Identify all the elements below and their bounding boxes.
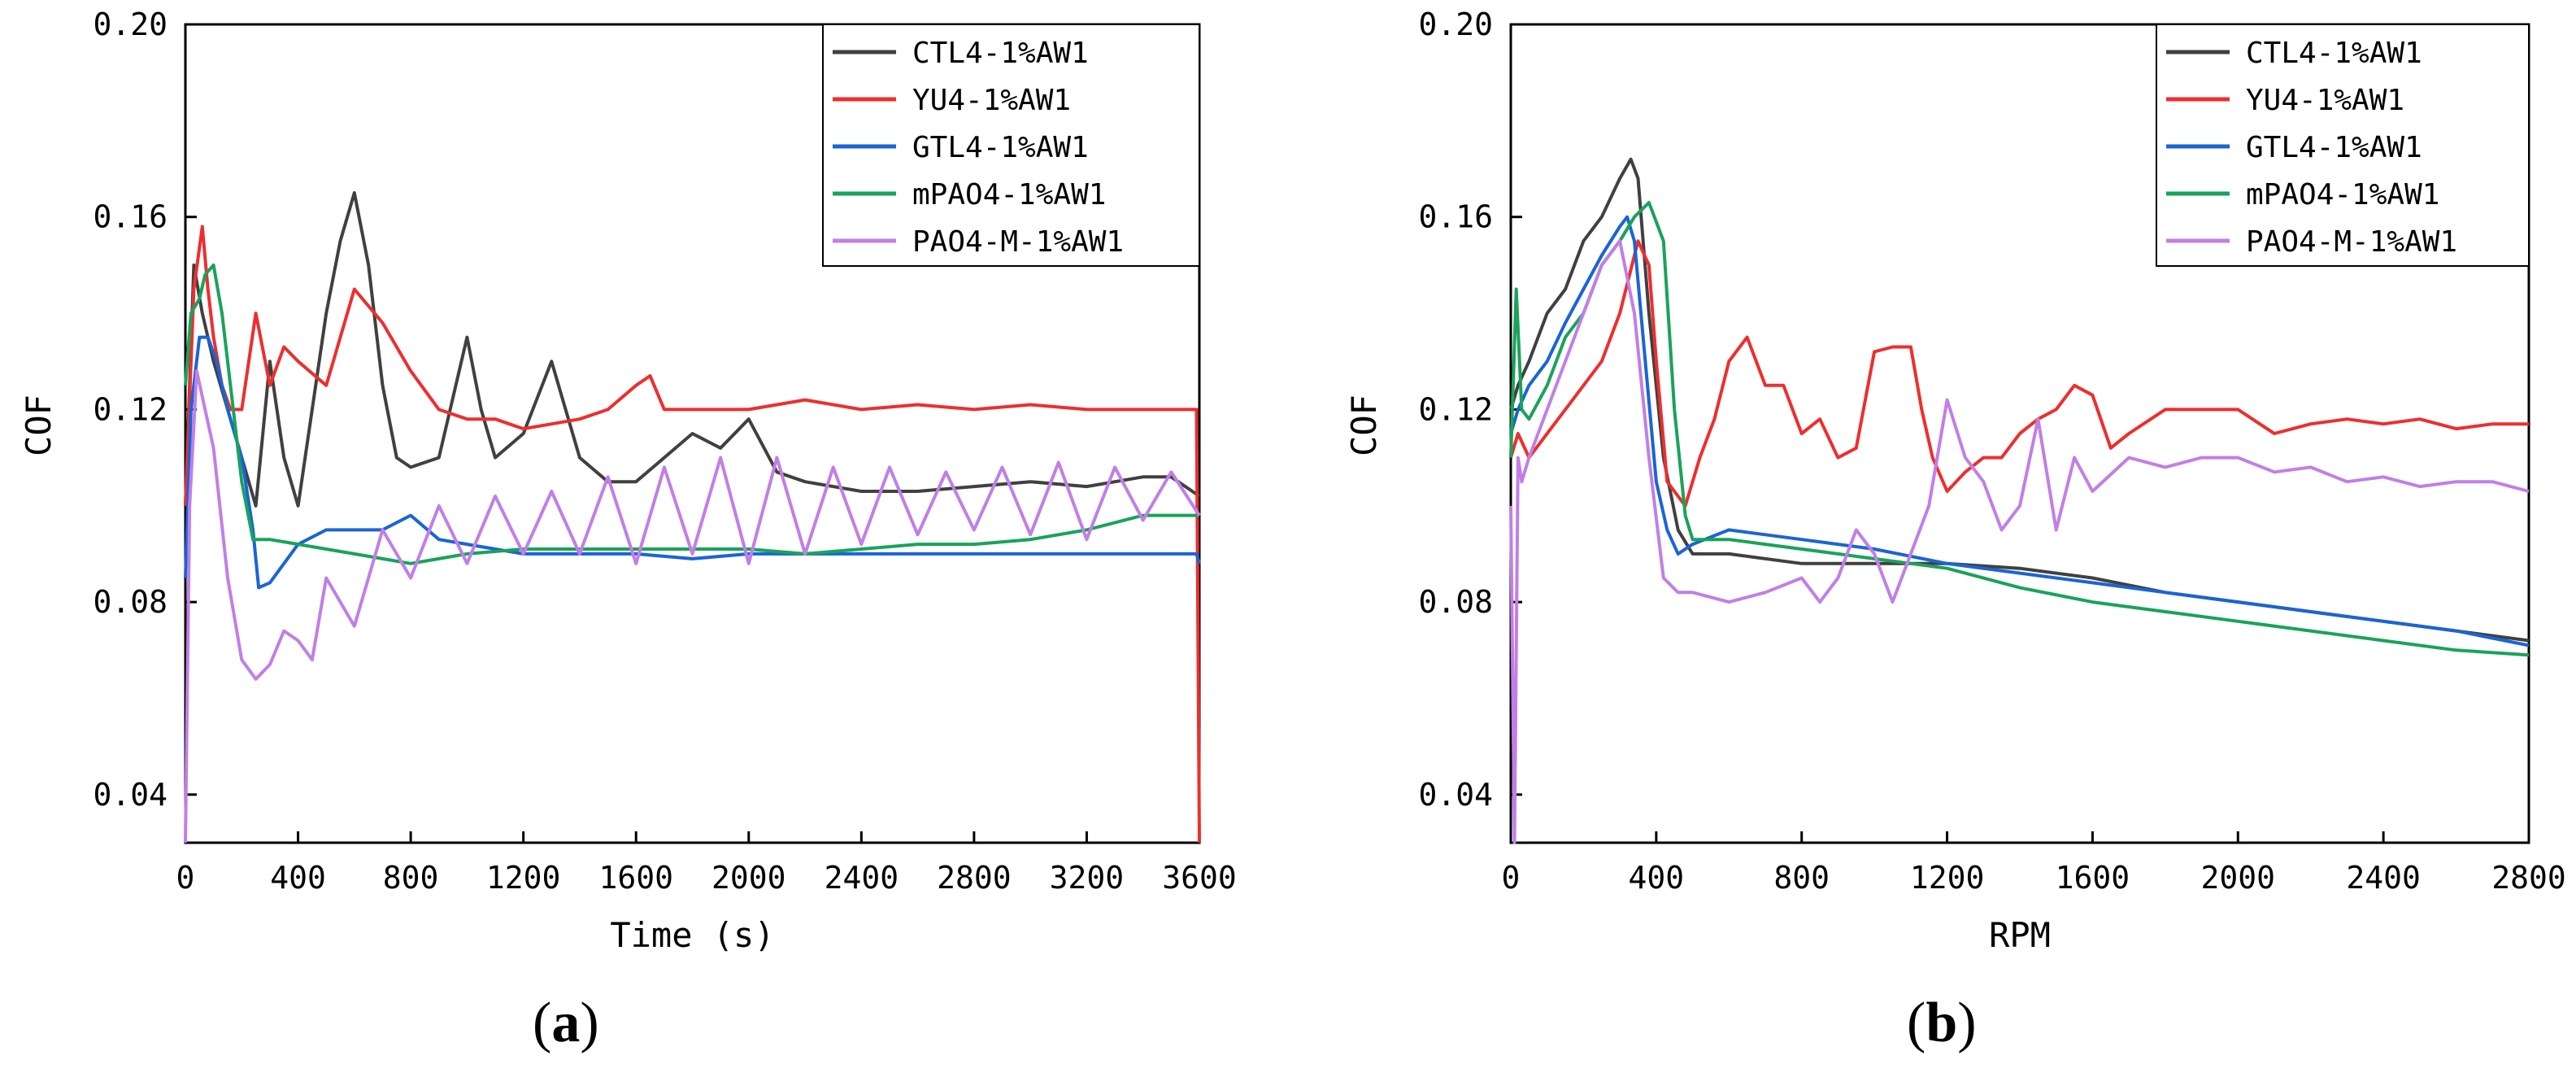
series-line: [1509, 239, 2530, 844]
y-tick-label: 0.08: [93, 584, 168, 620]
legend-entry: YU4-1%AW1: [2246, 84, 2404, 117]
y-tick-label: 0.04: [1418, 777, 1493, 813]
y-tick-label: 0.12: [93, 391, 168, 427]
y-tick-label: 0.08: [1418, 584, 1493, 620]
legend-entry: CTL4-1%AW1: [2246, 37, 2422, 70]
legend-entry: CTL4-1%AW1: [912, 37, 1089, 70]
y-axis-label: COF: [19, 395, 59, 456]
series-line: [184, 369, 1201, 844]
y-axis-label: COF: [1344, 395, 1384, 456]
legend-entry: mPAO4-1%AW1: [2246, 178, 2439, 211]
x-tick-label: 800: [383, 860, 439, 896]
y-tick-label: 0.16: [1418, 199, 1493, 235]
x-tick-label: 3200: [1050, 860, 1125, 896]
x-tick-label: 0: [1502, 860, 1521, 896]
series-line: [1509, 215, 2530, 648]
y-tick-label: 0.04: [93, 777, 168, 813]
x-tick-label: 800: [1773, 860, 1830, 896]
x-tick-label: 3600: [1162, 860, 1237, 896]
plot-frame: [184, 23, 1201, 844]
x-tick-label: 400: [270, 860, 326, 896]
x-tick-label: 1200: [1910, 860, 1985, 896]
legend-entry: GTL4-1%AW1: [912, 131, 1089, 164]
x-tick-label: 2000: [2201, 860, 2276, 896]
x-tick-label: 0: [176, 860, 195, 896]
x-tick-label: 1600: [2056, 860, 2130, 896]
x-tick-label: 2400: [825, 860, 899, 896]
series-line: [1509, 201, 2530, 657]
chart-panel-b: 0 400 800 1200 1600 2000 2400 2800 0.04 0.08 0.12 0…: [1344, 7, 2566, 955]
series-line: [184, 225, 1201, 844]
legend-entry: PAO4-M-1%AW1: [912, 225, 1124, 259]
x-tick-label: 2800: [937, 860, 1012, 896]
x-tick-label: 2800: [2491, 860, 2566, 896]
series-line: [184, 335, 1201, 590]
panel-label-a: (a): [533, 992, 599, 1054]
y-tick-label: 0.20: [1418, 7, 1493, 42]
y-tick-label: 0.12: [1418, 391, 1493, 427]
legend-entry: PAO4-M-1%AW1: [2246, 225, 2457, 259]
legend-entry: YU4-1%AW1: [912, 84, 1071, 117]
x-tick-label: 1600: [598, 860, 673, 896]
legend-entry: mPAO4-1%AW1: [912, 178, 1106, 211]
y-tick-label: 0.20: [93, 7, 168, 42]
chart-panel-a: 0 400 800 1200 1600 2000 2400 2800 3200 3600 0.04 0…: [19, 7, 1237, 955]
x-tick-label: 2000: [711, 860, 786, 896]
series-line: [1509, 239, 2529, 508]
series-line: [184, 263, 1199, 565]
x-axis-label: RPM: [1989, 915, 2051, 955]
series-line: [184, 191, 1201, 508]
x-axis-label: Time (s): [610, 915, 774, 955]
legend-entry: GTL4-1%AW1: [2246, 131, 2422, 164]
x-tick-label: 1200: [486, 860, 561, 896]
y-tick-label: 0.16: [93, 199, 168, 235]
x-tick-label: 400: [1629, 860, 1685, 896]
panel-label-b: (b): [1907, 992, 1977, 1054]
x-tick-label: 2400: [2346, 860, 2421, 896]
